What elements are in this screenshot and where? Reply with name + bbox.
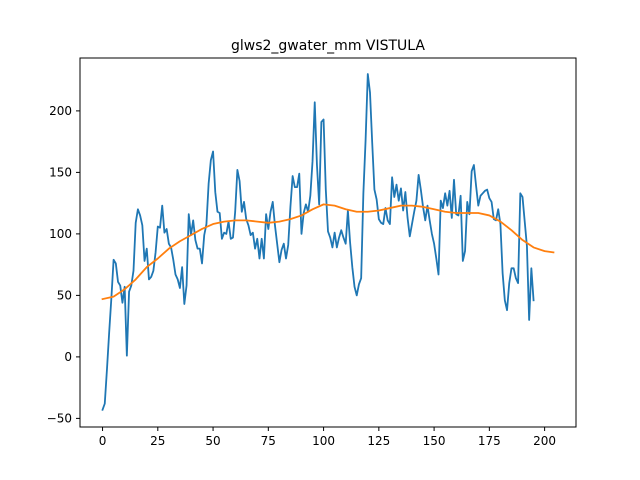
- x-tick-label: 50: [205, 434, 220, 448]
- y-tick-label: 50: [57, 288, 72, 302]
- y-tick-label: −50: [47, 411, 72, 425]
- series-line-1: [101, 73, 535, 411]
- y-tick-label: 100: [49, 227, 72, 241]
- chart-title: glws2_gwater_mm VISTULA: [231, 38, 425, 54]
- x-tick-label: 125: [367, 434, 390, 448]
- y-tick-label: 0: [64, 350, 72, 364]
- x-tick-label: 100: [312, 434, 335, 448]
- x-tick-label: 25: [150, 434, 165, 448]
- x-tick-label: 200: [533, 434, 556, 448]
- axes-frame: [79, 57, 577, 428]
- x-tick-label: 0: [99, 434, 107, 448]
- series-line-2: [101, 203, 555, 301]
- y-tick-label: 150: [49, 165, 72, 179]
- x-tick-label: 75: [261, 434, 276, 448]
- axes: 0 25 50 75 100 125 150 175 200 −50 0 50 100 150 200: [47, 57, 577, 448]
- x-tick-label: 150: [423, 434, 446, 448]
- y-tick-label: 200: [49, 104, 72, 118]
- x-tick-label: 175: [478, 434, 501, 448]
- plot-area: [101, 73, 555, 411]
